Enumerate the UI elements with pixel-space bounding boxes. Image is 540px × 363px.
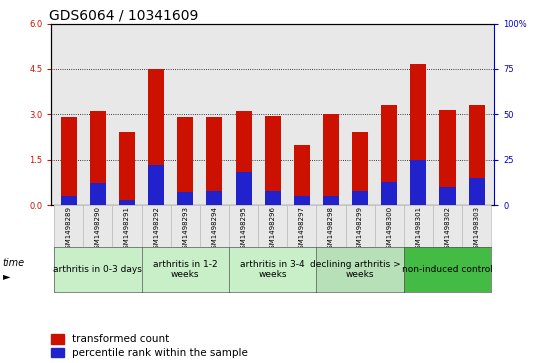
Text: time: time	[3, 258, 25, 268]
Text: GSM1498302: GSM1498302	[444, 206, 450, 253]
Legend: transformed count, percentile rank within the sample: transformed count, percentile rank withi…	[51, 334, 248, 358]
Bar	[352, 132, 368, 205]
Bar	[440, 187, 456, 205]
Text: arthritis in 0-3 days: arthritis in 0-3 days	[53, 265, 143, 274]
Bar	[148, 69, 164, 205]
Text: ►: ►	[3, 271, 10, 281]
Bar	[294, 196, 310, 205]
Bar	[177, 192, 193, 205]
Bar	[235, 111, 252, 205]
Bar	[469, 178, 484, 205]
Text: arthritis in 1-2
weeks: arthritis in 1-2 weeks	[153, 260, 218, 279]
Text: GSM1498292: GSM1498292	[153, 206, 159, 253]
Text: GSM1498299: GSM1498299	[357, 206, 363, 253]
Bar	[206, 191, 222, 205]
Bar	[440, 110, 456, 205]
Bar	[410, 160, 427, 205]
Bar	[206, 117, 222, 205]
Bar	[381, 105, 397, 205]
Bar	[381, 182, 397, 205]
Text: GSM1498303: GSM1498303	[474, 206, 480, 253]
Bar	[148, 165, 164, 205]
Bar	[61, 196, 77, 205]
Text: GSM1498298: GSM1498298	[328, 206, 334, 253]
Bar	[294, 144, 310, 205]
Bar	[352, 191, 368, 205]
Bar	[323, 196, 339, 205]
Text: GSM1498301: GSM1498301	[415, 206, 421, 253]
Bar	[61, 117, 77, 205]
Text: GSM1498300: GSM1498300	[386, 206, 392, 253]
Text: declining arthritis > 2
weeks: declining arthritis > 2 weeks	[310, 260, 410, 279]
Bar	[119, 132, 135, 205]
Bar	[265, 116, 281, 205]
Text: GSM1498291: GSM1498291	[124, 206, 130, 253]
Text: GSM1498289: GSM1498289	[66, 206, 72, 253]
Bar	[323, 114, 339, 205]
Text: arthritis in 3-4
weeks: arthritis in 3-4 weeks	[240, 260, 305, 279]
Bar	[119, 200, 135, 205]
Bar	[90, 183, 106, 205]
Bar	[265, 191, 281, 205]
Text: GSM1498294: GSM1498294	[212, 206, 218, 253]
Text: GSM1498296: GSM1498296	[269, 206, 276, 253]
Text: GSM1498297: GSM1498297	[299, 206, 305, 253]
Text: GSM1498295: GSM1498295	[240, 206, 247, 253]
Text: GSM1498290: GSM1498290	[95, 206, 101, 253]
Bar	[177, 117, 193, 205]
Bar	[469, 105, 484, 205]
Text: non-induced control: non-induced control	[402, 265, 493, 274]
Bar	[235, 172, 252, 205]
Text: GSM1498293: GSM1498293	[183, 206, 188, 253]
Text: GDS6064 / 10341609: GDS6064 / 10341609	[49, 8, 199, 23]
Bar	[410, 65, 427, 205]
Bar	[90, 111, 106, 205]
